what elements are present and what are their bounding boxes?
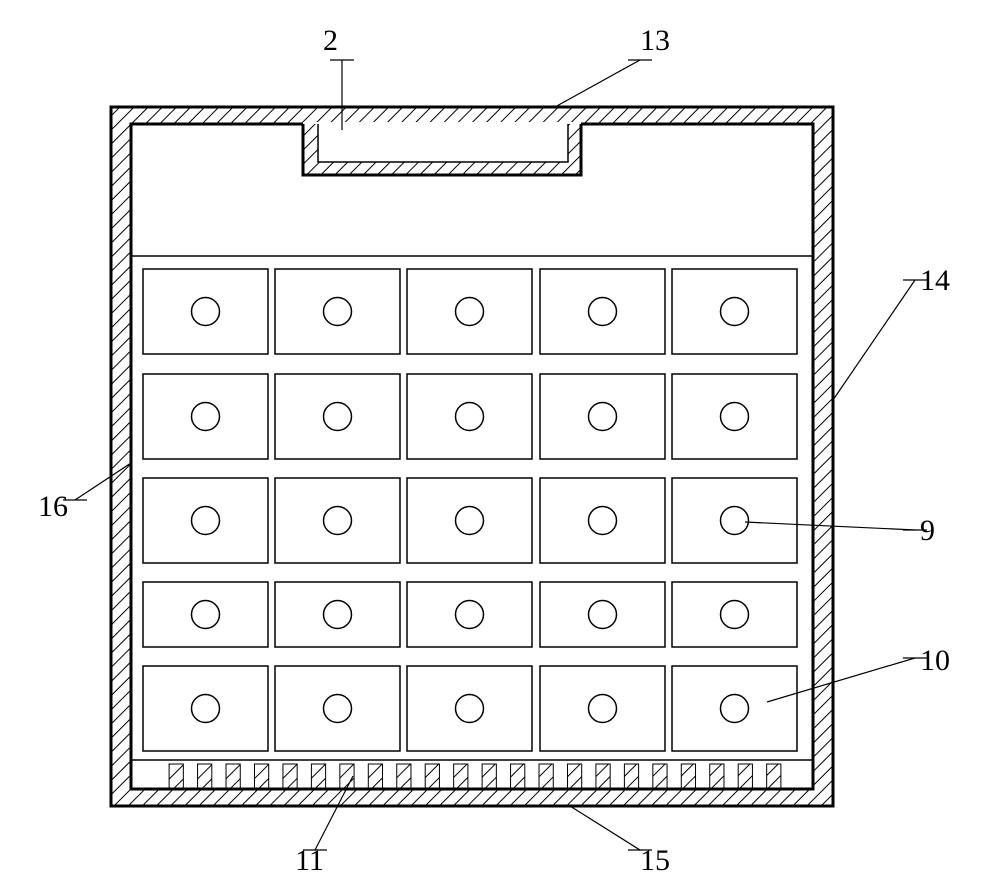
drawer-knob (721, 298, 749, 326)
drawer (407, 582, 532, 647)
drawer-knob (456, 601, 484, 629)
drawer-knob (456, 298, 484, 326)
drawer (672, 374, 797, 459)
vent-tooth (653, 764, 667, 789)
vent-tooth (539, 764, 553, 789)
drawer-knob (589, 403, 617, 431)
drawer-knob (192, 695, 220, 723)
drawer (143, 478, 268, 563)
drawer-knob (589, 298, 617, 326)
drawer-knob (589, 507, 617, 535)
label-16: 16 (38, 490, 68, 523)
vent-tooth (624, 764, 638, 789)
vent-tooth (710, 764, 724, 789)
drawer-knob (324, 507, 352, 535)
drawer (540, 269, 665, 354)
drawer (143, 374, 268, 459)
vent-tooth (681, 764, 695, 789)
vent-tooth (482, 764, 496, 789)
drawer-knob (192, 403, 220, 431)
drawer (672, 269, 797, 354)
vent-tooth (198, 764, 212, 789)
vent-tooth (567, 764, 581, 789)
drawer-knob (324, 403, 352, 431)
drawer (540, 582, 665, 647)
vent-tooth (738, 764, 752, 789)
recess-inner (318, 124, 568, 162)
drawer (275, 374, 400, 459)
vent-tooth (311, 764, 325, 789)
leader-14 (833, 280, 915, 400)
vent-tooth (340, 764, 354, 789)
drawer-knob (192, 298, 220, 326)
drawer (407, 478, 532, 563)
drawer-knob (192, 601, 220, 629)
drawer (143, 269, 268, 354)
label-2: 2 (323, 24, 338, 57)
drawer (540, 374, 665, 459)
drawer-knob (721, 695, 749, 723)
drawer-knob (324, 695, 352, 723)
label-9: 9 (920, 514, 935, 547)
drawer-knob (456, 695, 484, 723)
drawer (407, 269, 532, 354)
vent-tooth (283, 764, 297, 789)
drawer-knob (721, 601, 749, 629)
drawer (275, 478, 400, 563)
enclosure-inner-outline (131, 124, 813, 789)
drawer (275, 666, 400, 751)
drawer-knob (589, 601, 617, 629)
vent-tooth (226, 764, 240, 789)
drawer (143, 666, 268, 751)
vent-tooth (454, 764, 468, 789)
drawer-knob (721, 507, 749, 535)
leader-15 (570, 806, 640, 850)
drawer-knob (324, 601, 352, 629)
drawer-knob (589, 695, 617, 723)
vent-tooth (169, 764, 183, 789)
drawer (275, 582, 400, 647)
label-13: 13 (640, 24, 670, 57)
drawer (672, 666, 797, 751)
label-10: 10 (920, 644, 950, 677)
vent-tooth (596, 764, 610, 789)
drawer-knob (456, 507, 484, 535)
drawer-knob (324, 298, 352, 326)
label-14: 14 (920, 264, 950, 297)
vent-tooth (368, 764, 382, 789)
drawer (275, 269, 400, 354)
label-11: 11 (295, 844, 324, 877)
drawer (407, 666, 532, 751)
drawer-knob (721, 403, 749, 431)
drawer (540, 478, 665, 563)
vent-tooth (397, 764, 411, 789)
vent-tooth (254, 764, 268, 789)
drawer (143, 582, 268, 647)
recess-hatch (303, 124, 581, 175)
drawer (672, 582, 797, 647)
drawer (672, 478, 797, 563)
vent-tooth (767, 764, 781, 789)
drawer-knob (456, 403, 484, 431)
vent-tooth (511, 764, 525, 789)
enclosure-wall (111, 107, 833, 806)
drawer (540, 666, 665, 751)
leader-10 (767, 658, 915, 702)
drawer-knob (192, 507, 220, 535)
label-15: 15 (640, 844, 670, 877)
vent-tooth (425, 764, 439, 789)
recess-gap-mask (303, 122, 581, 126)
leader-13 (555, 60, 640, 107)
drawer (407, 374, 532, 459)
